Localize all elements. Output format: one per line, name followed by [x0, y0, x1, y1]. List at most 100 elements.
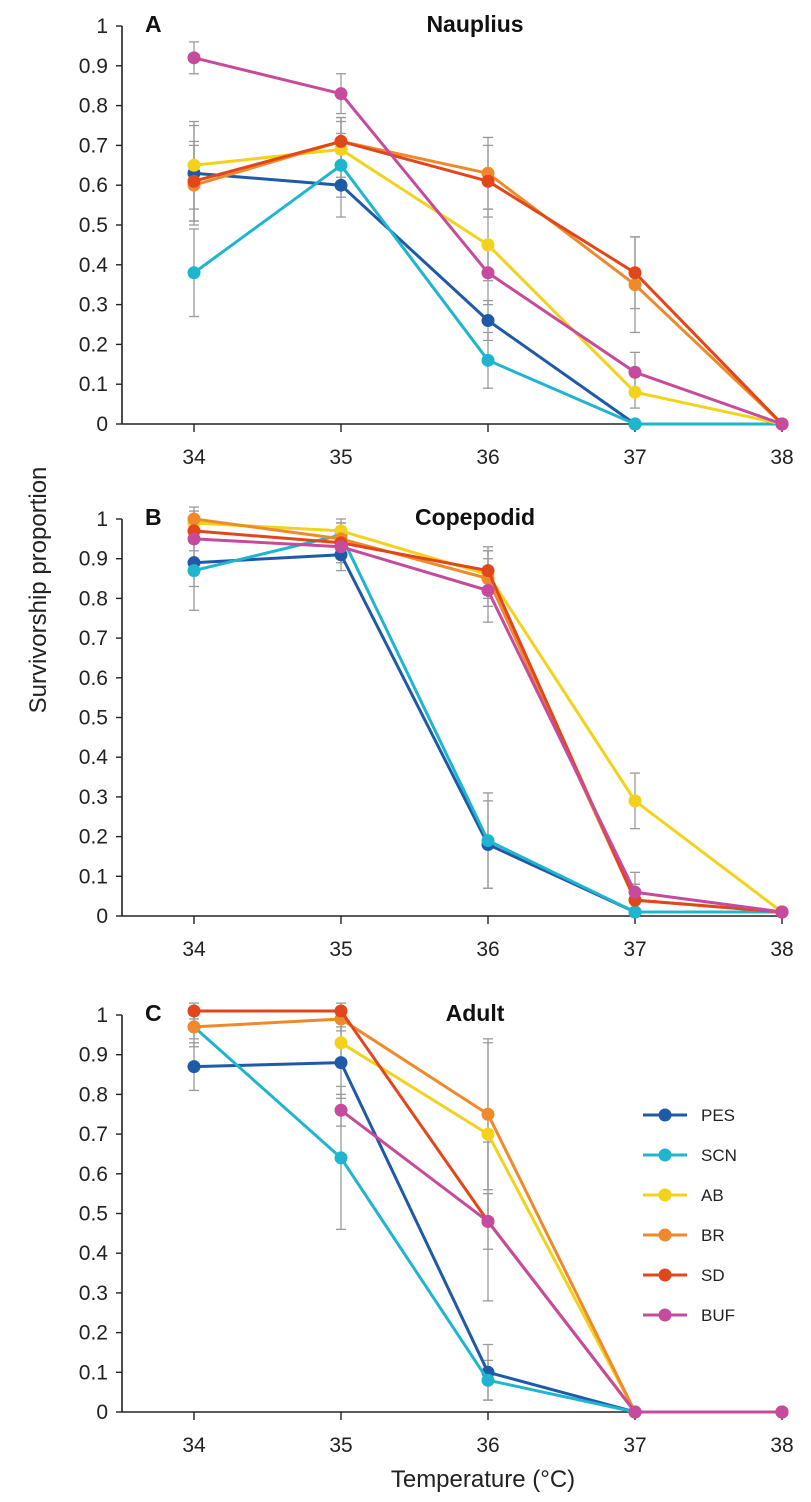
data-point-buf — [187, 51, 201, 65]
y-tick-label: 0.5 — [79, 707, 108, 730]
data-point-br — [628, 278, 642, 292]
data-point-pes — [334, 178, 348, 192]
legend-label: BUF — [701, 1306, 735, 1325]
data-point-buf — [628, 365, 642, 379]
y-tick-label: 0.5 — [79, 1203, 108, 1226]
legend-item-pes: PES — [643, 1106, 735, 1125]
y-tick-label: 0.9 — [79, 55, 108, 78]
x-tick-label: 37 — [623, 938, 646, 961]
data-point-buf — [481, 1214, 495, 1228]
legend-swatch-marker — [658, 1188, 672, 1202]
data-point-buf — [334, 540, 348, 554]
data-point-buf — [775, 417, 789, 431]
y-tick-label: 0.1 — [79, 865, 108, 888]
data-point-ab — [628, 385, 642, 399]
y-tick-label: 0 — [96, 413, 108, 436]
y-tick-label: 0 — [96, 1401, 108, 1424]
data-point-buf — [334, 1103, 348, 1117]
y-tick-label: 0.2 — [79, 1322, 108, 1345]
y-tick-label: 0.4 — [79, 1242, 109, 1265]
legend-swatch-marker — [658, 1308, 672, 1322]
y-tick-label: 0 — [96, 905, 108, 928]
panel-c: 0 0.1 0.2 0.3 0.4 0.5 0.6 0.7 0.8 0.9 1 34 35 36 37 38 C… — [79, 1000, 794, 1457]
legend-swatch-marker — [658, 1148, 672, 1162]
y-tick-label: 0.4 — [79, 746, 109, 769]
y-tick-label: 0.6 — [79, 174, 108, 197]
x-tick-label: 34 — [182, 446, 206, 469]
y-tick-label: 0.3 — [79, 786, 108, 809]
data-point-sd — [187, 174, 201, 188]
data-point-pes — [334, 1056, 348, 1070]
data-point-scn — [628, 417, 642, 431]
legend-item-buf: BUF — [643, 1306, 735, 1325]
legend-label: AB — [701, 1186, 724, 1205]
y-tick-label: 0.2 — [79, 826, 108, 849]
y-axis-title: Survivorship proportion — [25, 467, 52, 714]
legend-item-br: BR — [643, 1226, 725, 1245]
data-point-sd — [187, 1004, 201, 1018]
x-tick-label: 36 — [476, 1434, 499, 1457]
data-point-scn — [481, 353, 495, 367]
y-tick-label: 0.7 — [79, 134, 108, 157]
y-tick-label: 0.8 — [79, 587, 108, 610]
data-point-ab — [334, 1036, 348, 1050]
y-tick-label: 0.8 — [79, 95, 108, 118]
x-tick-label: 37 — [623, 1434, 646, 1457]
panel-letter: B — [145, 504, 162, 530]
x-tick-label: 34 — [182, 1434, 206, 1457]
x-tick-label: 37 — [623, 446, 646, 469]
data-point-buf — [775, 1405, 789, 1419]
y-tick-label: 0.7 — [79, 627, 108, 650]
data-point-br — [187, 1020, 201, 1034]
y-tick-label: 0.6 — [79, 667, 108, 690]
panel-letter: A — [145, 11, 162, 37]
data-point-buf — [187, 532, 201, 546]
data-point-buf — [481, 266, 495, 280]
legend-label: SD — [701, 1266, 725, 1285]
x-tick-label: 38 — [770, 1434, 793, 1457]
data-point-sd — [481, 174, 495, 188]
data-point-ab — [628, 794, 642, 808]
data-point-buf — [628, 1405, 642, 1419]
y-tick-label: 0.3 — [79, 294, 108, 317]
y-tick-label: 0.5 — [79, 214, 108, 237]
data-point-scn — [187, 564, 201, 578]
data-point-pes — [187, 1060, 201, 1074]
panel-a: 0 0.1 0.2 0.3 0.4 0.5 0.6 0.7 0.8 0.9 1 34 35 36 37 38 A… — [79, 11, 794, 469]
x-tick-label: 34 — [182, 938, 206, 961]
legend-label: SCN — [701, 1146, 737, 1165]
legend-label: PES — [701, 1106, 735, 1125]
data-point-buf — [775, 905, 789, 919]
y-tick-label: 0.1 — [79, 373, 108, 396]
y-tick-label: 0.1 — [79, 1361, 108, 1384]
series-line-buf — [340, 1109, 782, 1414]
data-point-sd — [628, 266, 642, 280]
legend-item-scn: SCN — [643, 1146, 737, 1165]
y-tick-label: 0.7 — [79, 1123, 108, 1146]
data-point-ab — [187, 158, 201, 172]
x-tick-label: 35 — [329, 1434, 352, 1457]
legend-item-ab: AB — [643, 1186, 724, 1205]
data-point-scn — [481, 834, 495, 848]
y-tick-label: 0.9 — [79, 548, 108, 571]
data-point-sd — [334, 1004, 348, 1018]
y-tick-label: 0.9 — [79, 1044, 108, 1067]
legend-item-sd: SD — [643, 1266, 725, 1285]
x-tick-label: 36 — [476, 938, 499, 961]
legend-label: BR — [701, 1226, 725, 1245]
data-point-ab — [481, 238, 495, 252]
data-point-scn — [628, 905, 642, 919]
data-point-scn — [334, 158, 348, 172]
x-tick-label: 35 — [329, 446, 352, 469]
y-tick-label: 0.4 — [79, 254, 109, 277]
data-point-scn — [481, 1373, 495, 1387]
x-tick-label: 38 — [770, 446, 793, 469]
x-axis-title: Temperature (°C) — [391, 1466, 575, 1493]
data-point-buf — [334, 87, 348, 101]
panel-title: Adult — [446, 1000, 505, 1026]
legend-swatch-marker — [658, 1108, 672, 1122]
x-tick-label: 35 — [329, 938, 352, 961]
x-tick-label: 36 — [476, 446, 499, 469]
data-point-br — [187, 512, 201, 526]
